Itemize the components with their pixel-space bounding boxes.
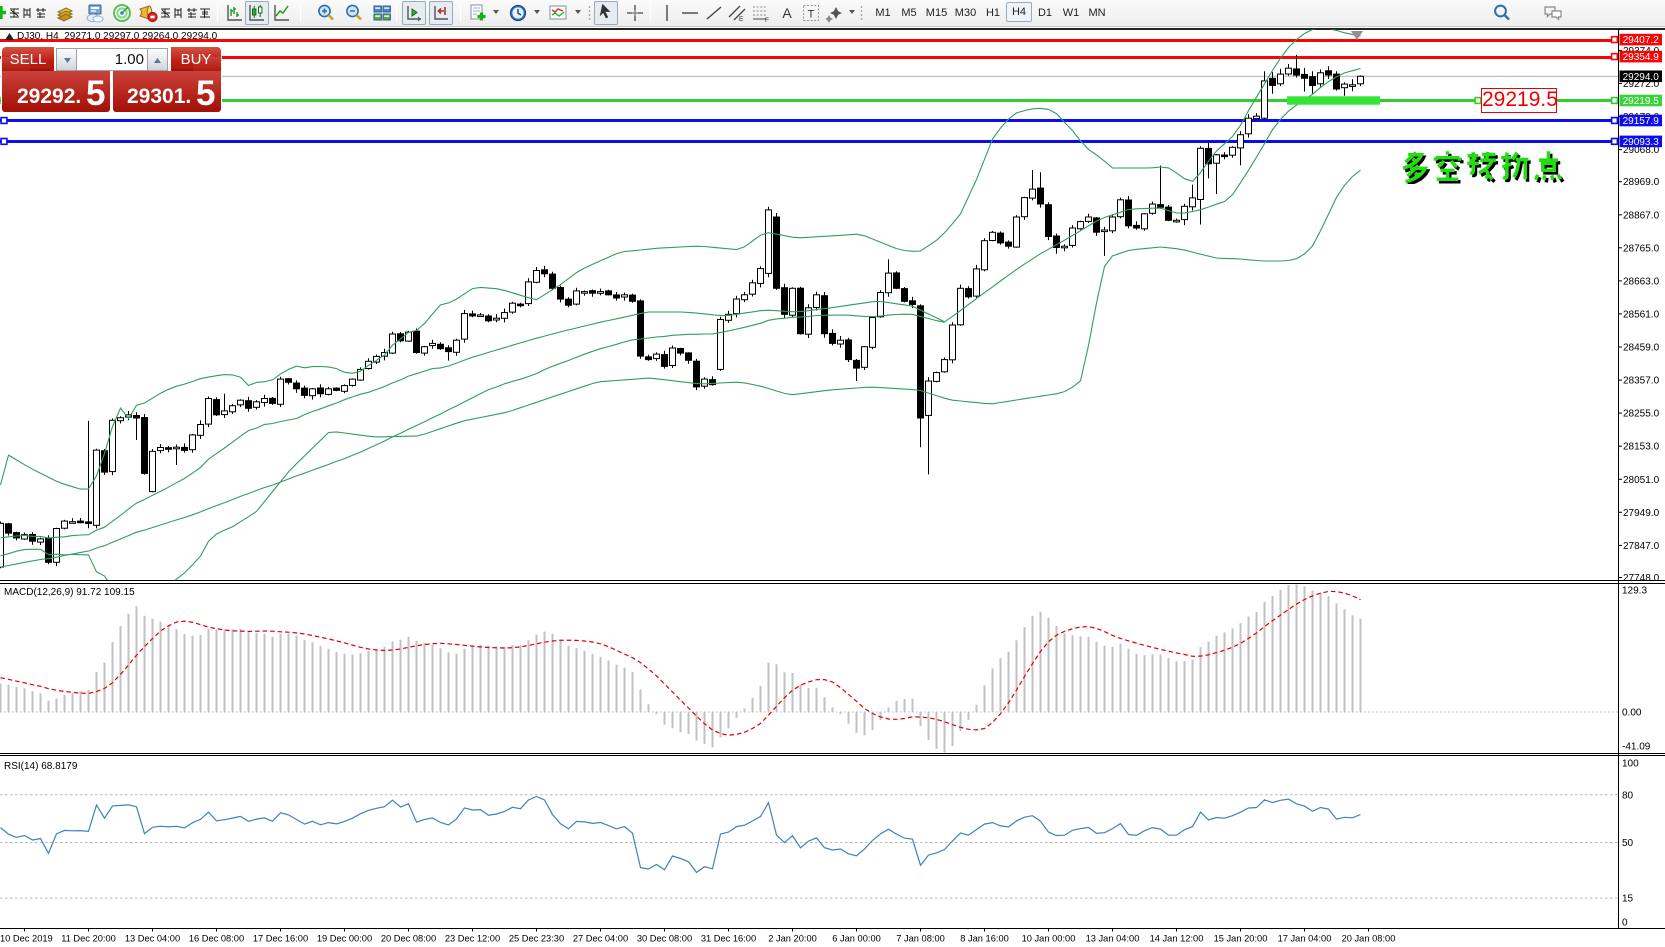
svg-text:31 Dec 16:00: 31 Dec 16:00 bbox=[701, 934, 756, 944]
svg-text:27847.0: 27847.0 bbox=[1623, 541, 1660, 552]
svg-text:29354.9: 29354.9 bbox=[1623, 52, 1660, 63]
svg-text:29272.0: 29272.0 bbox=[1623, 79, 1660, 90]
svg-text:T: T bbox=[808, 9, 815, 21]
svg-text:28051.0: 28051.0 bbox=[1623, 475, 1660, 486]
svg-text:27949.0: 27949.0 bbox=[1623, 508, 1660, 519]
svg-text:28969.0: 28969.0 bbox=[1623, 177, 1660, 188]
svg-text:29407.2: 29407.2 bbox=[1623, 35, 1660, 46]
svg-text:16 Dec 08:00: 16 Dec 08:00 bbox=[189, 934, 244, 944]
svg-text:27 Dec 04:00: 27 Dec 04:00 bbox=[573, 934, 628, 944]
svg-text:10 Jan 00:00: 10 Jan 00:00 bbox=[1022, 934, 1076, 944]
svg-text:80: 80 bbox=[1622, 790, 1634, 801]
svg-text:0.00: 0.00 bbox=[1622, 708, 1642, 719]
svg-text:13 Jan 04:00: 13 Jan 04:00 bbox=[1086, 934, 1140, 944]
svg-text:50: 50 bbox=[1622, 838, 1634, 849]
svg-text:11 Dec 20:00: 11 Dec 20:00 bbox=[61, 934, 116, 944]
svg-text:29294.0: 29294.0 bbox=[1623, 72, 1660, 83]
svg-text:17 Jan 04:00: 17 Jan 04:00 bbox=[1278, 934, 1332, 944]
svg-text:0: 0 bbox=[1622, 918, 1628, 929]
svg-text:28663.0: 28663.0 bbox=[1623, 276, 1660, 287]
svg-text:13 Dec 04:00: 13 Dec 04:00 bbox=[125, 934, 180, 944]
svg-text:29093.3: 29093.3 bbox=[1623, 137, 1660, 148]
svg-text:DJ30, H4 29271.0 29297.0 2926: DJ30, H4 29271.0 29297.0 29264.0 29294.0 bbox=[17, 31, 218, 42]
svg-text:-41.09: -41.09 bbox=[1622, 741, 1651, 752]
svg-text:15 Jan 20:00: 15 Jan 20:00 bbox=[1214, 934, 1268, 944]
svg-text:MACD(12,26,9) 91.72 109.15: MACD(12,26,9) 91.72 109.15 bbox=[4, 587, 135, 598]
svg-text:15: 15 bbox=[1622, 894, 1634, 905]
svg-text:7 Jan 08:00: 7 Jan 08:00 bbox=[896, 934, 945, 944]
svg-text:14 Jan 12:00: 14 Jan 12:00 bbox=[1150, 934, 1204, 944]
svg-text:29068.0: 29068.0 bbox=[1623, 145, 1660, 156]
svg-text:29219.5: 29219.5 bbox=[1623, 96, 1660, 107]
svg-text:6 Jan 00:00: 6 Jan 00:00 bbox=[832, 934, 881, 944]
svg-text:19 Dec 00:00: 19 Dec 00:00 bbox=[317, 934, 372, 944]
svg-text:25 Dec 23:30: 25 Dec 23:30 bbox=[509, 934, 564, 944]
svg-text:17 Dec 16:00: 17 Dec 16:00 bbox=[253, 934, 308, 944]
svg-text:28153.0: 28153.0 bbox=[1623, 442, 1660, 453]
svg-text:23 Dec 12:00: 23 Dec 12:00 bbox=[445, 934, 500, 944]
svg-text:29157.9: 29157.9 bbox=[1623, 116, 1660, 127]
svg-text:RSI(14) 68.8179: RSI(14) 68.8179 bbox=[4, 761, 78, 772]
svg-text:28459.0: 28459.0 bbox=[1623, 343, 1660, 354]
svg-text:10 Dec 2019: 10 Dec 2019 bbox=[0, 934, 53, 944]
svg-text:30 Dec 08:00: 30 Dec 08:00 bbox=[637, 934, 692, 944]
svg-text:28867.0: 28867.0 bbox=[1623, 210, 1660, 221]
svg-text:28357.0: 28357.0 bbox=[1623, 376, 1660, 387]
svg-text:F: F bbox=[765, 17, 769, 23]
svg-text:129.3: 129.3 bbox=[1622, 586, 1647, 597]
svg-text:2 Jan 20:00: 2 Jan 20:00 bbox=[768, 934, 817, 944]
svg-text:27748.0: 27748.0 bbox=[1623, 573, 1660, 584]
svg-text:20 Jan 08:00: 20 Jan 08:00 bbox=[1342, 934, 1396, 944]
svg-text:8 Jan 16:00: 8 Jan 16:00 bbox=[960, 934, 1009, 944]
svg-text:28765.0: 28765.0 bbox=[1623, 243, 1660, 254]
svg-text:E: E bbox=[739, 16, 744, 23]
svg-text:28561.0: 28561.0 bbox=[1623, 309, 1660, 320]
svg-text:28255.0: 28255.0 bbox=[1623, 409, 1660, 420]
svg-text:100: 100 bbox=[1622, 759, 1639, 770]
svg-text:A: A bbox=[782, 5, 792, 21]
svg-text:20 Dec 08:00: 20 Dec 08:00 bbox=[381, 934, 436, 944]
